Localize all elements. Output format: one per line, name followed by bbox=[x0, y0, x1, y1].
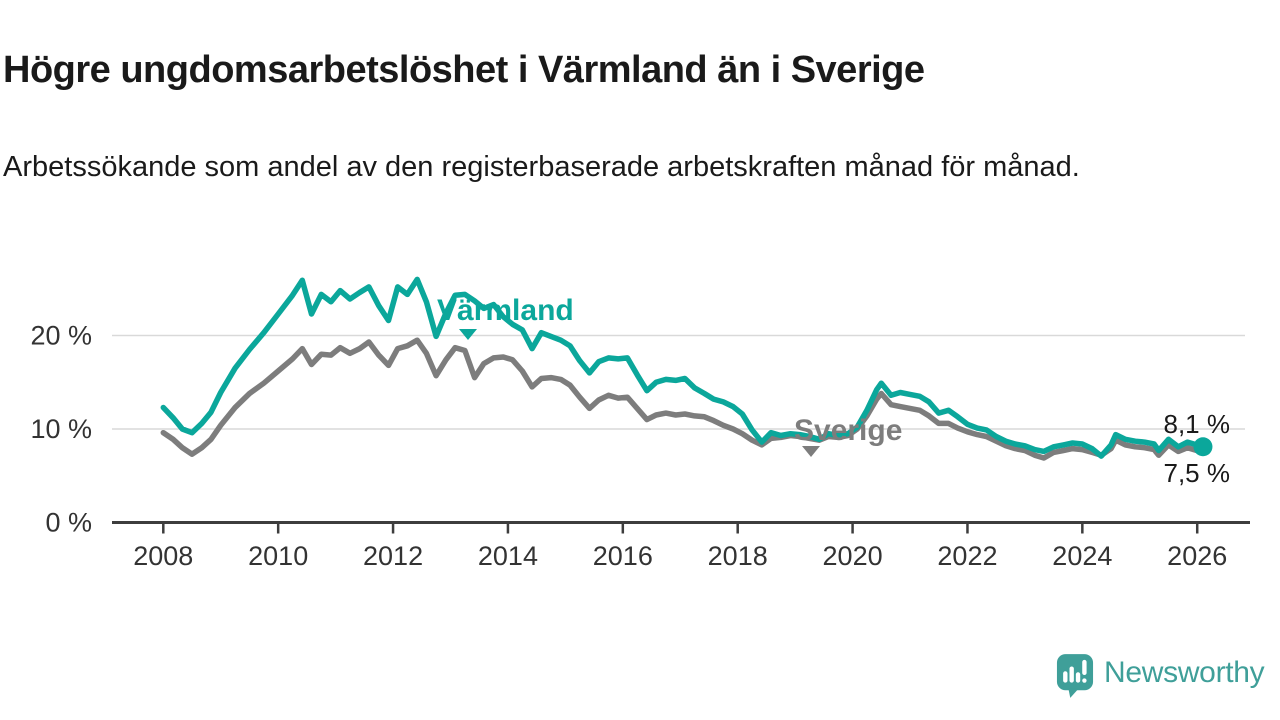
newsworthy-logo: Newsworthy bbox=[1056, 653, 1265, 699]
varmland-pointer-icon bbox=[459, 329, 477, 340]
page-title: Högre ungdomsarbetslöshet i Värmland än … bbox=[3, 49, 925, 92]
x-tick-label: 2016 bbox=[593, 541, 653, 571]
chart-subtitle: Arbetssökande som andel av den registerb… bbox=[3, 151, 1080, 183]
x-tick-label: 2014 bbox=[478, 541, 538, 571]
series-end-dot bbox=[1193, 437, 1213, 457]
y-tick-label: 20 % bbox=[30, 321, 92, 351]
series-label-varmland: Värmland bbox=[437, 294, 574, 327]
sverige-end-value: 7,5 % bbox=[1163, 458, 1231, 488]
newsworthy-bubble-chart-icon bbox=[1056, 654, 1094, 698]
x-tick-label: 2018 bbox=[708, 541, 768, 571]
varmland-end-value: 8,1 % bbox=[1163, 409, 1231, 439]
y-tick-label: 0 % bbox=[45, 508, 92, 538]
series-line-sverige bbox=[160, 337, 1206, 461]
x-tick-label: 2026 bbox=[1167, 541, 1227, 571]
series-label-sverige: Sverige bbox=[794, 414, 903, 447]
x-tick-label: 2012 bbox=[363, 541, 423, 571]
x-tick-label: 2010 bbox=[248, 541, 308, 571]
x-tick-label: 2020 bbox=[823, 541, 883, 571]
x-tick-label: 2022 bbox=[937, 541, 997, 571]
newsworthy-logo-text: Newsworthy bbox=[1104, 656, 1265, 689]
y-tick-label: 10 % bbox=[30, 414, 92, 444]
x-tick-label: 2024 bbox=[1052, 541, 1112, 571]
series-line-vrmland bbox=[160, 276, 1206, 459]
sverige-pointer-icon bbox=[802, 446, 820, 457]
x-tick-label: 2008 bbox=[133, 541, 193, 571]
